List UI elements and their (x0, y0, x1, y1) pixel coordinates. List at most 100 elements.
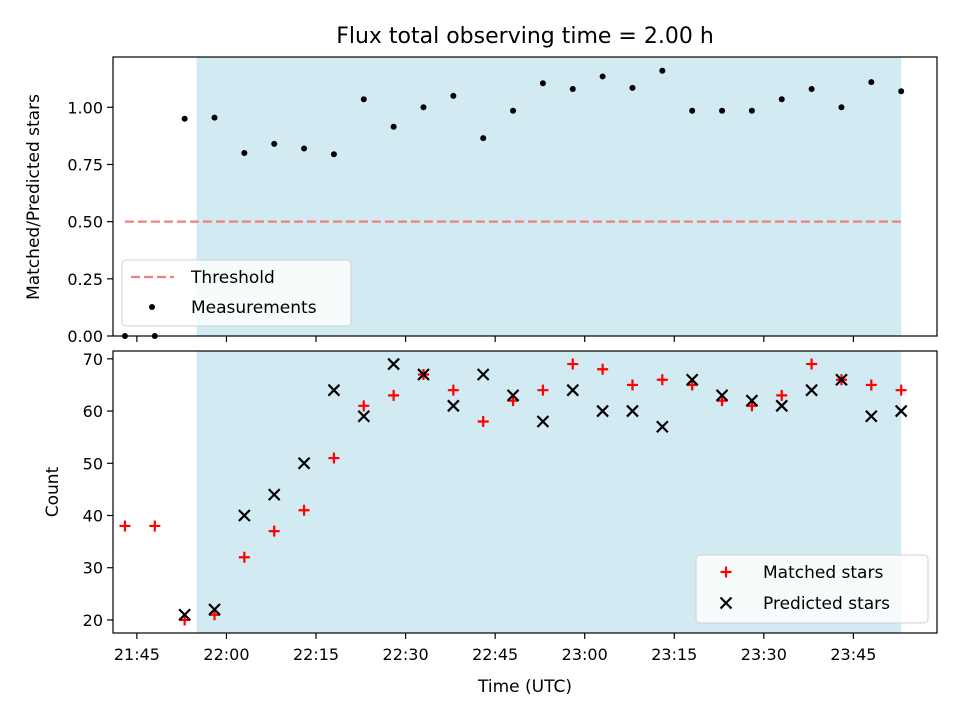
matched-star-marker (268, 525, 280, 537)
measurement-point (569, 86, 576, 93)
x-tick-label: 22:45 (472, 645, 518, 664)
x-tick-label: 22:15 (293, 645, 339, 664)
x-tick-label: 23:45 (830, 645, 876, 664)
predicted-star-marker (775, 399, 789, 413)
predicted-star-marker (865, 410, 878, 423)
matched-star-marker (447, 384, 459, 396)
y-tick-label: 50 (83, 454, 103, 473)
measurement-point (330, 151, 337, 158)
x-tick-label: 22:30 (383, 645, 429, 664)
matched-star-marker (358, 400, 370, 412)
predicted-star-marker (476, 368, 490, 381)
measurement-point (838, 104, 845, 111)
measurement-point (808, 86, 815, 93)
measurement-point (748, 107, 755, 114)
y-tick-label: 1.00 (67, 98, 103, 117)
y-tick-label: 0.00 (67, 327, 103, 346)
matched-star-marker (328, 452, 340, 464)
ratio-panel: 0.00 0.25 0.50 0.75 1.00 Matched/Predicted s… (24, 56, 938, 346)
predicted-star-marker (387, 357, 400, 371)
y-tick-label: 60 (83, 402, 103, 421)
matched-star-marker (477, 416, 489, 427)
count-panel-frame (112, 350, 938, 634)
count-y-axis: 20 30 40 50 60 70 (83, 350, 113, 630)
time-x-axis-label: Time (UTC) (477, 677, 572, 697)
y-tick-label: 20 (83, 611, 103, 630)
predicted-star-marker (596, 404, 609, 418)
matched-star-marker (895, 384, 907, 396)
matched-star-marker (567, 358, 579, 370)
measurement-point (868, 79, 875, 86)
y-tick-label: 70 (83, 350, 103, 369)
measurement-point (241, 150, 248, 157)
measurement-point (480, 135, 487, 142)
ratio-x-ticks (136, 336, 855, 342)
y-tick-label: 0.50 (67, 213, 103, 232)
matched-star-marker (806, 358, 818, 370)
y-tick-label: 0.25 (67, 270, 103, 289)
predicted-star-marker (566, 383, 580, 397)
predicted-star-marker (447, 399, 460, 413)
ratio-y-axis: 0.00 0.25 0.50 0.75 1.00 (67, 98, 113, 346)
ratio-panel-frame (112, 56, 938, 337)
matched-star-marker (298, 504, 310, 516)
matched-star-marker (149, 520, 161, 532)
measurement-point (898, 88, 905, 95)
x-tick-label: 23:15 (651, 645, 697, 664)
predicted-legend-marker (719, 596, 733, 610)
predicted-star-marker (327, 383, 341, 397)
measurement-point (450, 92, 457, 99)
matched-star-marker (626, 379, 638, 391)
count-y-axis-label: Count (43, 466, 63, 517)
measurement-point (390, 123, 397, 130)
measurement-point (539, 80, 546, 87)
ratio-y-axis-label: Matched/Predicted stars (24, 94, 44, 300)
predicted-star-marker (417, 368, 430, 381)
predicted-star-marker (238, 509, 251, 522)
predicted-star-marker (178, 608, 191, 621)
measurement-legend-marker (149, 304, 155, 310)
matched-star-marker (388, 389, 400, 401)
matched-star-marker (656, 374, 668, 386)
measurement-point (599, 73, 606, 80)
x-tick-label: 23:30 (741, 645, 787, 664)
ratio-legend: Threshold Measurements (121, 259, 352, 327)
figure-title: Flux total observing time = 2.00 h (336, 24, 714, 49)
matched-star-marker (238, 551, 250, 563)
measurement-point (719, 107, 726, 114)
measurement-point (689, 107, 696, 114)
measurement-point (301, 145, 308, 152)
count-plot-area (119, 357, 908, 626)
measurement-point (510, 107, 517, 114)
measurement-legend-label: Measurements (191, 298, 317, 318)
measurement-point (778, 96, 785, 103)
matched-star-marker (597, 363, 609, 375)
matched-star-marker (119, 520, 131, 532)
predicted-star-marker (297, 457, 311, 470)
x-tick-label: 21:45 (114, 645, 160, 664)
measurement-point (629, 84, 636, 91)
predicted-star-marker (626, 404, 639, 418)
measurement-point (211, 114, 218, 121)
predicted-star-marker (267, 488, 281, 501)
measurement-point (659, 67, 666, 74)
predicted-star-marker (208, 603, 221, 616)
matched-legend-label: Matched stars (763, 563, 883, 583)
legend-box (695, 554, 929, 624)
predicted-star-marker (805, 383, 818, 397)
predicted-star-marker (536, 415, 550, 428)
predicted-star-marker (745, 394, 759, 407)
y-tick-label: 30 (83, 559, 103, 578)
y-tick-label: 0.75 (67, 155, 103, 174)
matched-star-marker (537, 384, 549, 396)
measurement-point (360, 96, 367, 103)
predicted-star-marker (715, 389, 729, 402)
time-x-axis: 21:45 22:00 22:15 22:30 22:45 23:00 23:15 23:30… (114, 633, 876, 664)
legend-box (121, 259, 352, 327)
x-tick-label: 22:00 (203, 645, 249, 664)
ratio-plot-area (121, 67, 905, 339)
threshold-legend-label: Threshold (190, 268, 275, 288)
y-tick-label: 40 (83, 507, 103, 526)
predicted-star-marker (835, 373, 848, 386)
